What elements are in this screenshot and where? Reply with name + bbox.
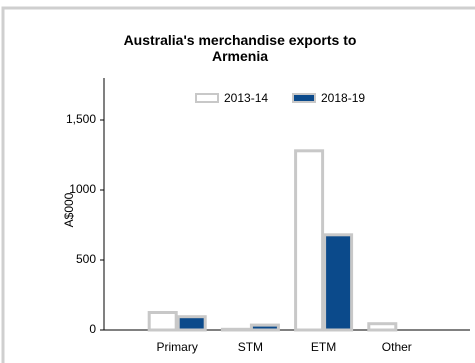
frame [1, 6, 475, 363]
x-tick-label: Primary [157, 340, 198, 354]
bar [176, 315, 207, 332]
y-tick-label: 1,500 [66, 112, 96, 126]
bar [367, 322, 398, 332]
y-tick-label: 500 [76, 252, 96, 266]
legend-label: 2018-19 [321, 91, 365, 105]
x-tick-label: ETM [311, 340, 336, 354]
legend-swatch [292, 93, 316, 103]
x-tick-label: Other [382, 340, 412, 354]
bar [249, 323, 280, 332]
bar [294, 149, 325, 332]
x-tick-label: STM [238, 340, 263, 354]
legend-swatch [195, 93, 219, 103]
bar [323, 233, 354, 332]
chart-title: Australia's merchandise exports to Armen… [123, 32, 357, 64]
bar [220, 327, 251, 332]
y-tick-label: 1000 [69, 182, 96, 196]
bar [147, 311, 178, 332]
y-axis-label: A$000 [62, 192, 76, 227]
legend-label: 2013-14 [224, 91, 268, 105]
y-tick-label: 0 [89, 322, 96, 336]
